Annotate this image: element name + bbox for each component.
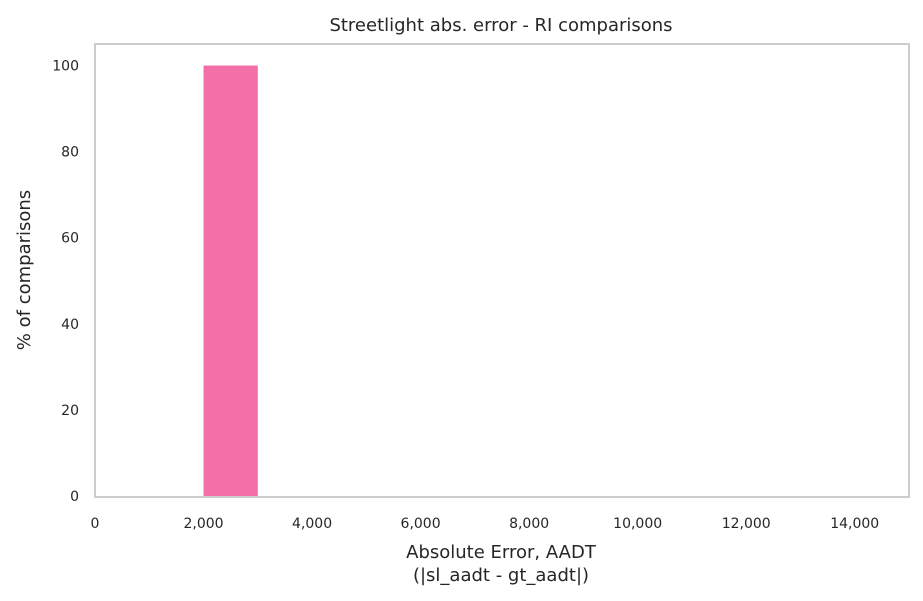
chart-title: Streetlight abs. error - RI comparisons	[329, 15, 672, 36]
y-tick-label: 20	[61, 403, 79, 419]
x-tick-label: 14,000	[830, 516, 879, 532]
y-tick-label: 100	[52, 59, 79, 75]
x-tick-label: 12,000	[722, 516, 771, 532]
x-axis-label-line1: Absolute Error, AADT	[406, 542, 597, 563]
y-tick-label: 0	[70, 489, 79, 505]
x-tick-label: 10,000	[613, 516, 662, 532]
x-tick-label: 0	[91, 516, 100, 532]
y-axis-label: % of comparisons	[14, 190, 35, 350]
x-tick-label: 6,000	[401, 516, 441, 532]
x-tick-label: 2,000	[183, 516, 223, 532]
y-tick-label: 40	[61, 317, 79, 333]
x-axis-label-line2: (|sl_aadt - gt_aadt|)	[413, 565, 589, 586]
x-tick-label: 4,000	[292, 516, 332, 532]
histogram-bar-0	[203, 65, 258, 497]
y-tick-label: 60	[61, 231, 79, 247]
plot-frame	[94, 43, 910, 498]
x-tick-label: 8,000	[509, 516, 549, 532]
y-tick-label: 80	[61, 145, 79, 161]
